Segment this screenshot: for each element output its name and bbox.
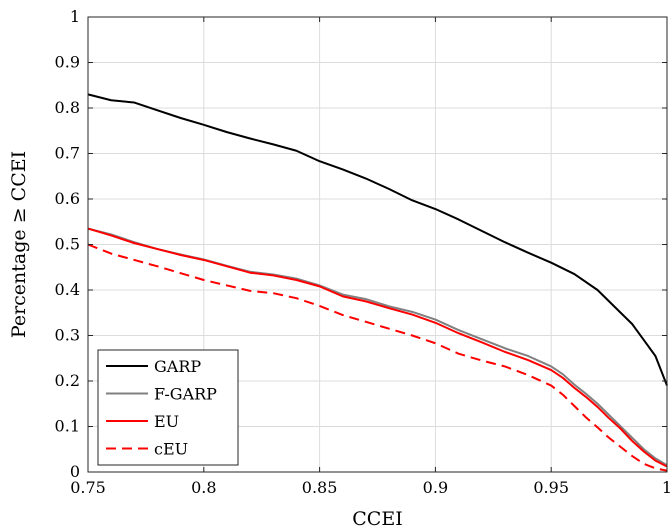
axis-ticks <box>87 16 668 473</box>
y-tick-label: 0.9 <box>55 53 80 72</box>
series-line-eu <box>87 227 668 468</box>
legend: GARP F-GARP EU cEU <box>97 349 239 466</box>
x-tick-label: 1 <box>662 478 671 497</box>
y-tick-label: 0.1 <box>55 417 80 436</box>
y-tick-label: 0.8 <box>55 98 80 117</box>
y-tick-label: 0.5 <box>55 235 80 254</box>
tick-labels: 0.75 0.8 0.85 0.9 0.95 1 0 0.1 0.2 0.3 0.4 0.5 0.6 0.… <box>55 7 671 497</box>
x-tick-label: 0.9 <box>423 478 448 497</box>
y-tick-label: 0 <box>70 462 80 481</box>
x-tick-label: 0.75 <box>70 478 106 497</box>
y-axis-title: Percentage ≥ CCEI <box>8 151 30 338</box>
x-tick-label: 0.95 <box>533 478 569 497</box>
y-tick-label: 0.4 <box>55 280 80 299</box>
y-tick-label: 0.2 <box>55 371 80 390</box>
y-tick-label: 0.6 <box>55 189 80 208</box>
y-tick-label: 0.7 <box>55 144 80 163</box>
series-line-ceu <box>87 243 668 472</box>
x-tick-label: 0.85 <box>302 478 338 497</box>
legend-label-eu: EU <box>154 412 179 431</box>
x-tick-label: 0.8 <box>191 478 216 497</box>
series-lines <box>87 93 668 472</box>
legend-box <box>97 349 239 466</box>
legend-label-garp: GARP <box>154 357 201 376</box>
legend-items: GARP F-GARP EU cEU <box>106 357 217 459</box>
y-tick-label: 0.3 <box>55 326 80 345</box>
legend-label-f-garp: F-GARP <box>154 385 217 404</box>
series-line-garp <box>87 93 668 386</box>
legend-label-ceu: cEU <box>154 440 188 459</box>
x-axis-title: CCEI <box>352 508 402 529</box>
y-tick-label: 1 <box>70 7 80 26</box>
